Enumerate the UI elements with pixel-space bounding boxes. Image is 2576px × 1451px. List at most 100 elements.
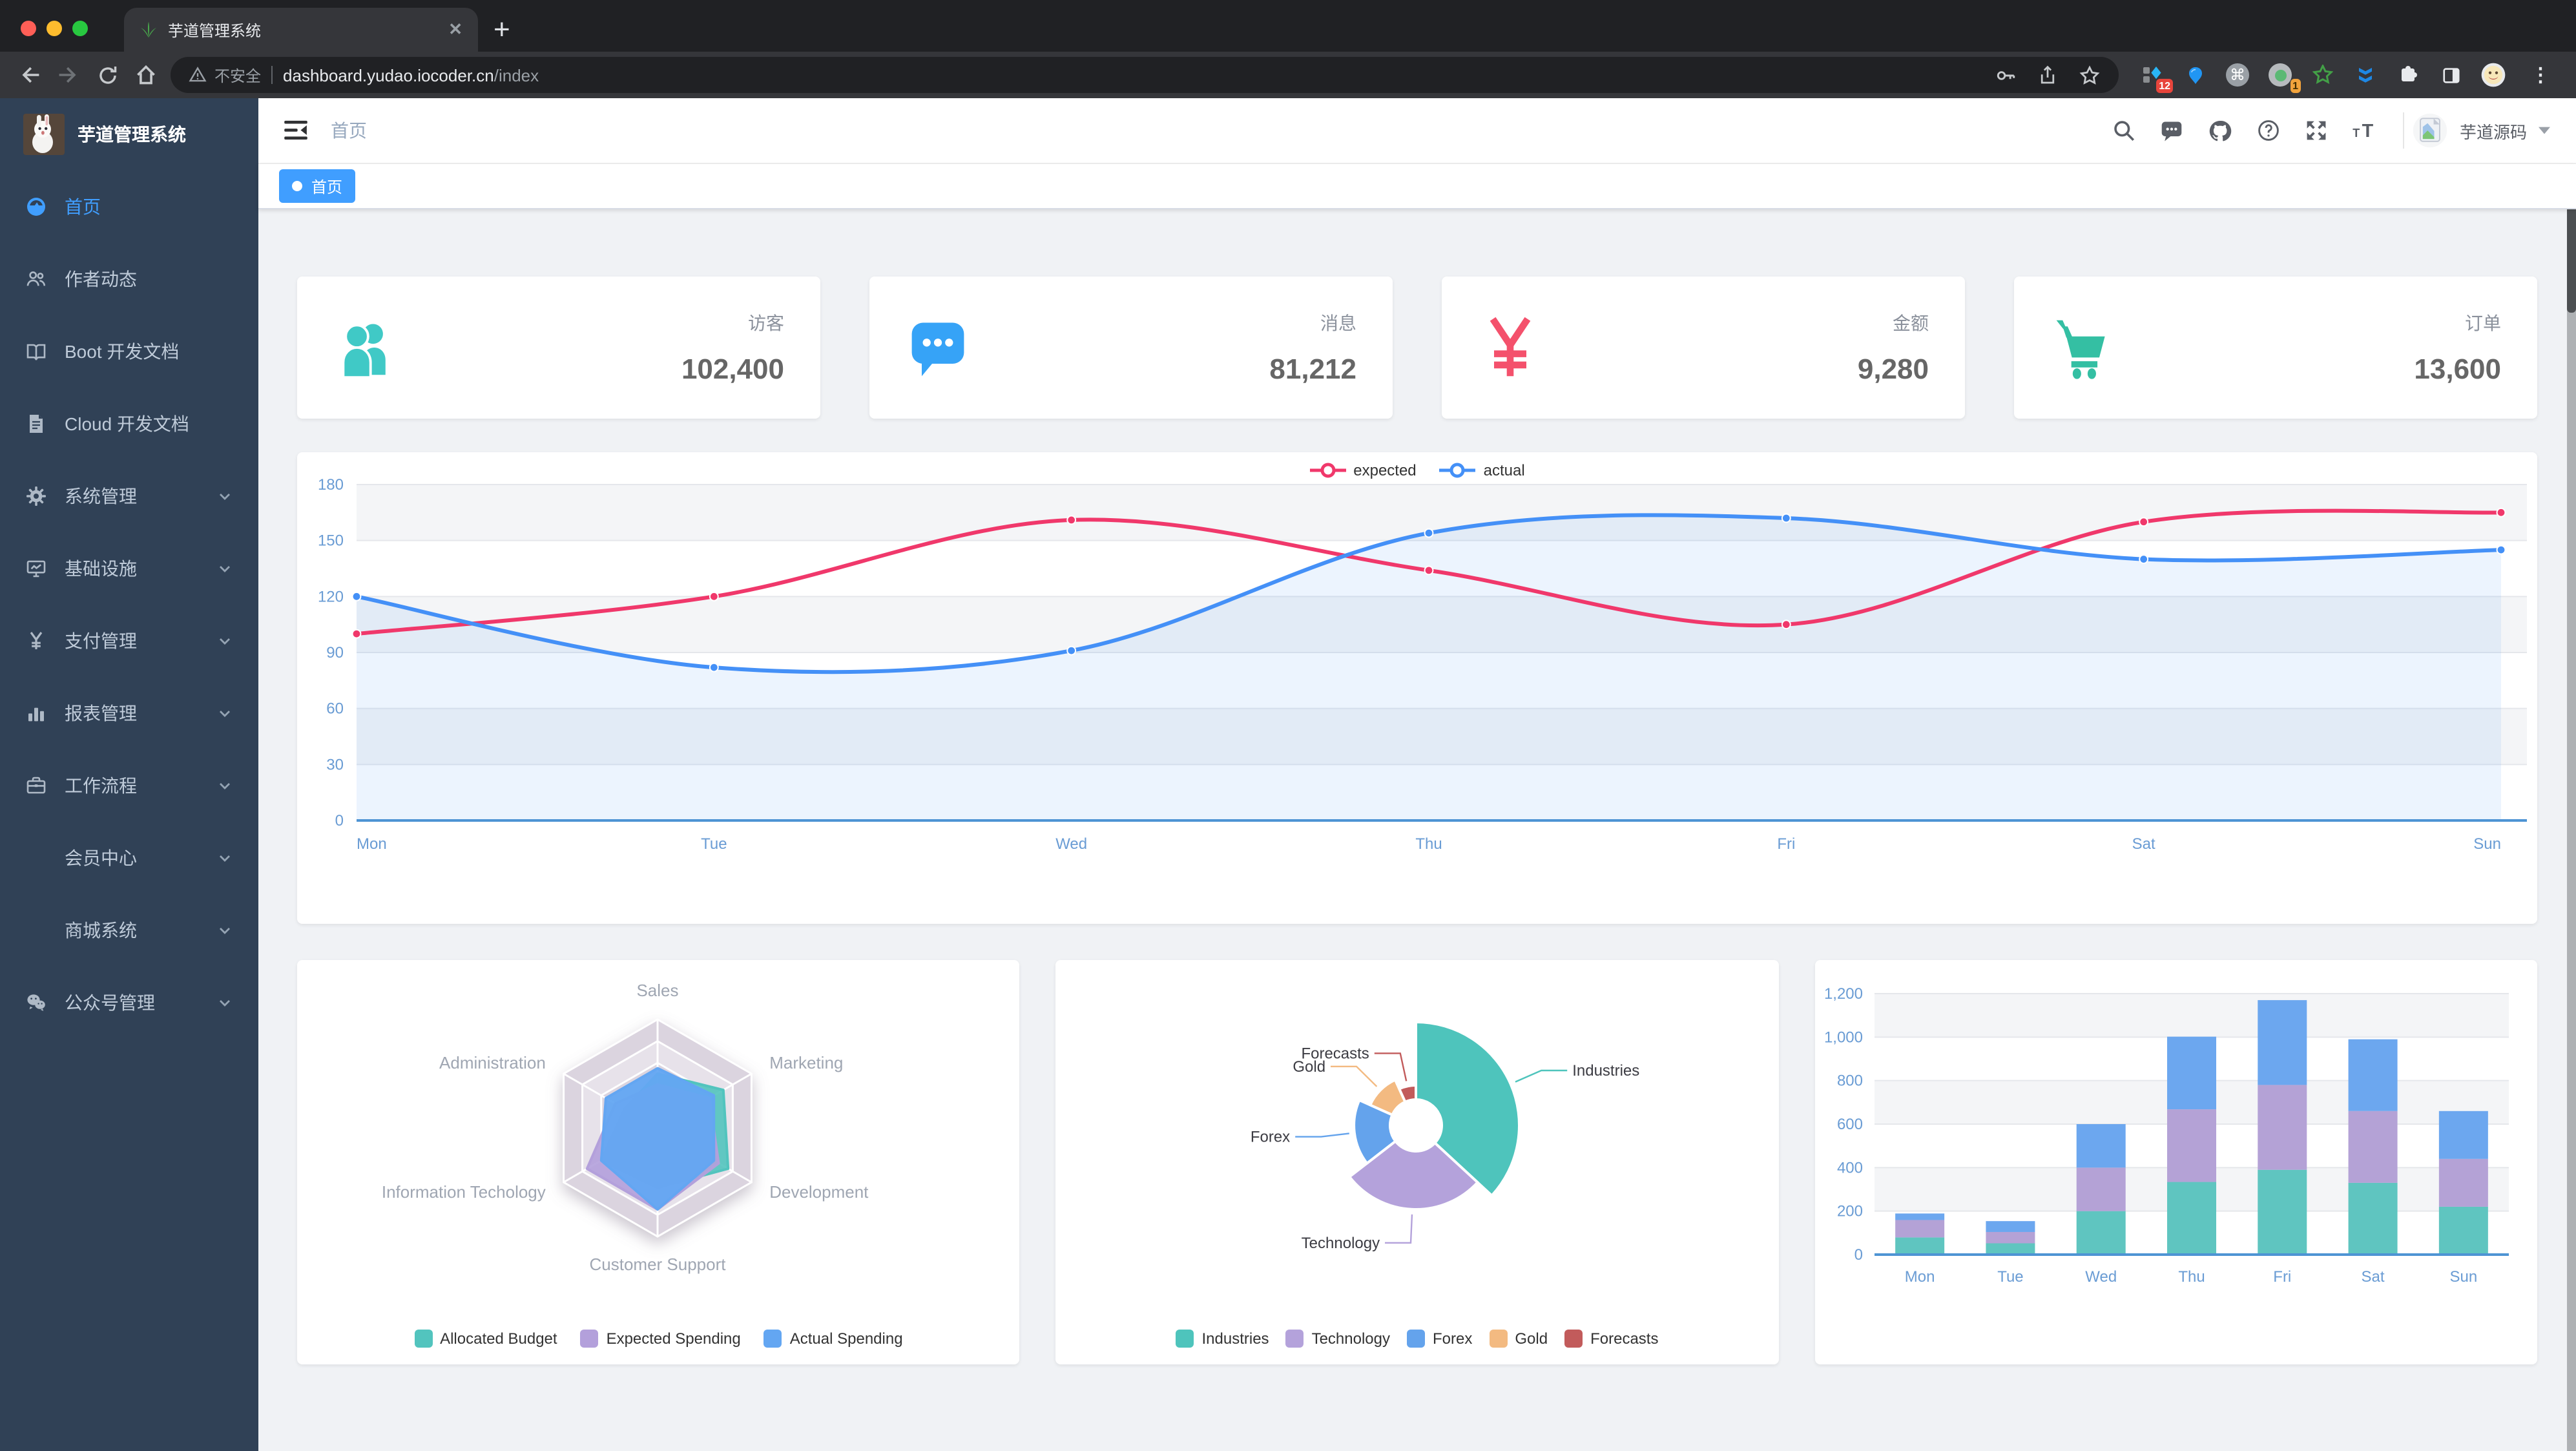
sidebar-item-mp[interactable]: 公众号管理 <box>0 966 258 1039</box>
legend-item-expected-spending[interactable]: Expected Spending <box>580 1330 741 1348</box>
browser-menu-icon[interactable]: ⋮ <box>2531 65 2550 87</box>
shopping-icon <box>2050 315 2115 380</box>
tab-favicon-leaf-icon <box>140 21 158 39</box>
scrollbar-thumb[interactable] <box>2567 199 2576 313</box>
extension-chevrons-icon[interactable] <box>2353 62 2378 88</box>
legend-item-gold[interactable]: Gold <box>1489 1330 1548 1348</box>
fullscreen-icon[interactable] <box>2305 119 2328 142</box>
bookmark-star-icon[interactable] <box>2079 64 2101 86</box>
svg-text:Tue: Tue <box>1997 1268 2023 1286</box>
extension-session-icon[interactable]: 1 <box>2267 62 2301 93</box>
legend-item-allocated-budget[interactable]: Allocated Budget <box>414 1330 557 1348</box>
username: 芋道源码 <box>2459 122 2527 141</box>
sidebar-item-infra[interactable]: 基础设施 <box>0 532 258 605</box>
legend-marker <box>1285 1330 1304 1348</box>
stat-text: 访客 102,400 <box>681 309 784 386</box>
url-bar[interactable]: 不安全 dashboard.yudao.iocoder.cn/index <box>171 57 2119 93</box>
stat-text: 消息 81,212 <box>1269 309 1356 386</box>
legend-item-actual[interactable]: actual <box>1439 461 1525 479</box>
svg-text:Thu: Thu <box>1415 835 1442 853</box>
svg-text:Tue: Tue <box>701 835 727 853</box>
stat-label: 访客 <box>748 312 784 333</box>
sidebar-item-system[interactable]: 系统管理 <box>0 460 258 532</box>
extension-balloon-icon[interactable] <box>2182 62 2208 88</box>
legend-item-technology[interactable]: Technology <box>1285 1330 1390 1348</box>
browser-profile-avatar[interactable] <box>2480 62 2506 88</box>
extension-command-icon[interactable]: ⌘ <box>2225 62 2250 88</box>
sidebar-item-member[interactable]: 会员中心 <box>0 822 258 894</box>
page-scrollbar <box>2567 196 2576 1451</box>
security-chip[interactable]: 不安全 <box>189 64 261 86</box>
svg-text:Wed: Wed <box>1055 835 1087 853</box>
line-chart-card: 0 30 60 90 120 150 180 Mon Tue Wed Thu Fri Sat Sun exp… <box>297 452 2537 924</box>
document-icon <box>26 413 47 434</box>
forward-icon[interactable] <box>49 57 88 93</box>
message-icon[interactable] <box>2160 119 2183 142</box>
svg-text:Sales: Sales <box>636 981 678 1000</box>
minimize-window-button[interactable] <box>47 21 62 36</box>
radar-chart-legend: Allocated Budget Expected Spending Actual … <box>297 1330 1020 1348</box>
stat-card-visitors[interactable]: 访客 102,400 <box>297 277 820 419</box>
close-window-button[interactable] <box>21 21 36 36</box>
browser-tab[interactable]: 芋道管理系统 ✕ <box>124 8 478 52</box>
chevron-down-icon <box>217 995 233 1010</box>
legend-item-industries[interactable]: Industries <box>1176 1330 1269 1348</box>
extension-kami-icon[interactable]: 12 <box>2139 62 2173 93</box>
sidebar-item-report[interactable]: 报表管理 <box>0 677 258 749</box>
sidebar-item-pay[interactable]: 支付管理 <box>0 605 258 677</box>
window-controls <box>0 21 109 36</box>
sidebar-item-author[interactable]: 作者动态 <box>0 243 258 315</box>
key-icon[interactable] <box>1995 64 2017 86</box>
github-icon[interactable] <box>2208 118 2232 143</box>
chart-icon <box>26 703 47 724</box>
help-icon[interactable] <box>2257 119 2280 142</box>
legend-label: Gold <box>1515 1330 1548 1348</box>
svg-text:Sun: Sun <box>2473 835 2501 853</box>
zoom-window-button[interactable] <box>72 21 88 36</box>
sidebar-item-workflow[interactable]: 工作流程 <box>0 749 258 822</box>
stat-card-orders[interactable]: 订单 13,600 <box>2014 277 2537 419</box>
extension-star-icon[interactable] <box>2310 62 2336 88</box>
legend-label: expected <box>1353 461 1417 479</box>
breadcrumb[interactable]: 首页 <box>331 120 367 141</box>
tag-home[interactable]: 首页 <box>279 169 356 203</box>
reload-icon[interactable] <box>88 57 127 93</box>
stat-label: 订单 <box>2465 312 2501 333</box>
svg-text:Gold: Gold <box>1293 1058 1326 1076</box>
chevron-down-icon <box>217 923 233 938</box>
legend-item-forecasts[interactable]: Forecasts <box>1564 1330 1658 1348</box>
legend-item-forex[interactable]: Forex <box>1407 1330 1472 1348</box>
sidebar-item-cloud-doc[interactable]: Cloud 开发文档 <box>0 388 258 460</box>
app-title: 芋道管理系统 <box>78 124 186 145</box>
sidebar-item-mall[interactable]: 商城系统 <box>0 894 258 966</box>
svg-text:Fri: Fri <box>2273 1268 2291 1286</box>
sidebar-item-boot-doc[interactable]: Boot 开发文档 <box>0 315 258 388</box>
side-panel-icon[interactable] <box>2438 62 2464 88</box>
svg-text:800: 800 <box>1836 1072 1862 1090</box>
sidebar-item-label: 公众号管理 <box>65 992 155 1013</box>
hamburger-icon[interactable] <box>284 120 307 141</box>
back-icon[interactable] <box>10 57 49 93</box>
svg-text:Customer Support: Customer Support <box>590 1255 727 1274</box>
home-icon[interactable] <box>127 57 165 93</box>
tab-close-icon[interactable]: ✕ <box>448 19 462 39</box>
svg-text:90: 90 <box>326 644 344 662</box>
stat-card-messages[interactable]: 消息 81,212 <box>869 277 1393 419</box>
stat-card-amount[interactable]: 金额 9,280 <box>1442 277 1965 419</box>
line-chart-legend: expected actual <box>297 461 2537 479</box>
new-tab-button[interactable]: + <box>493 13 510 45</box>
extensions-puzzle-icon[interactable] <box>2395 62 2421 88</box>
legend-item-actual-spending[interactable]: Actual Spending <box>763 1330 903 1348</box>
svg-text:Sun: Sun <box>2449 1268 2477 1286</box>
user-menu[interactable]: 芋道源码 <box>2402 112 2550 149</box>
sidebar-item-home[interactable]: 首页 <box>0 171 258 243</box>
svg-text:T: T <box>2353 127 2360 140</box>
legend-item-expected[interactable]: expected <box>1309 461 1417 479</box>
stat-label: 金额 <box>1893 312 1929 333</box>
monitor-icon <box>26 558 47 579</box>
legend-label: Technology <box>1311 1330 1390 1348</box>
share-icon[interactable] <box>2037 65 2058 85</box>
pie-chart-legend: Industries Technology Forex Gold Forecasts <box>1056 1330 1779 1348</box>
search-icon[interactable] <box>2112 119 2135 142</box>
